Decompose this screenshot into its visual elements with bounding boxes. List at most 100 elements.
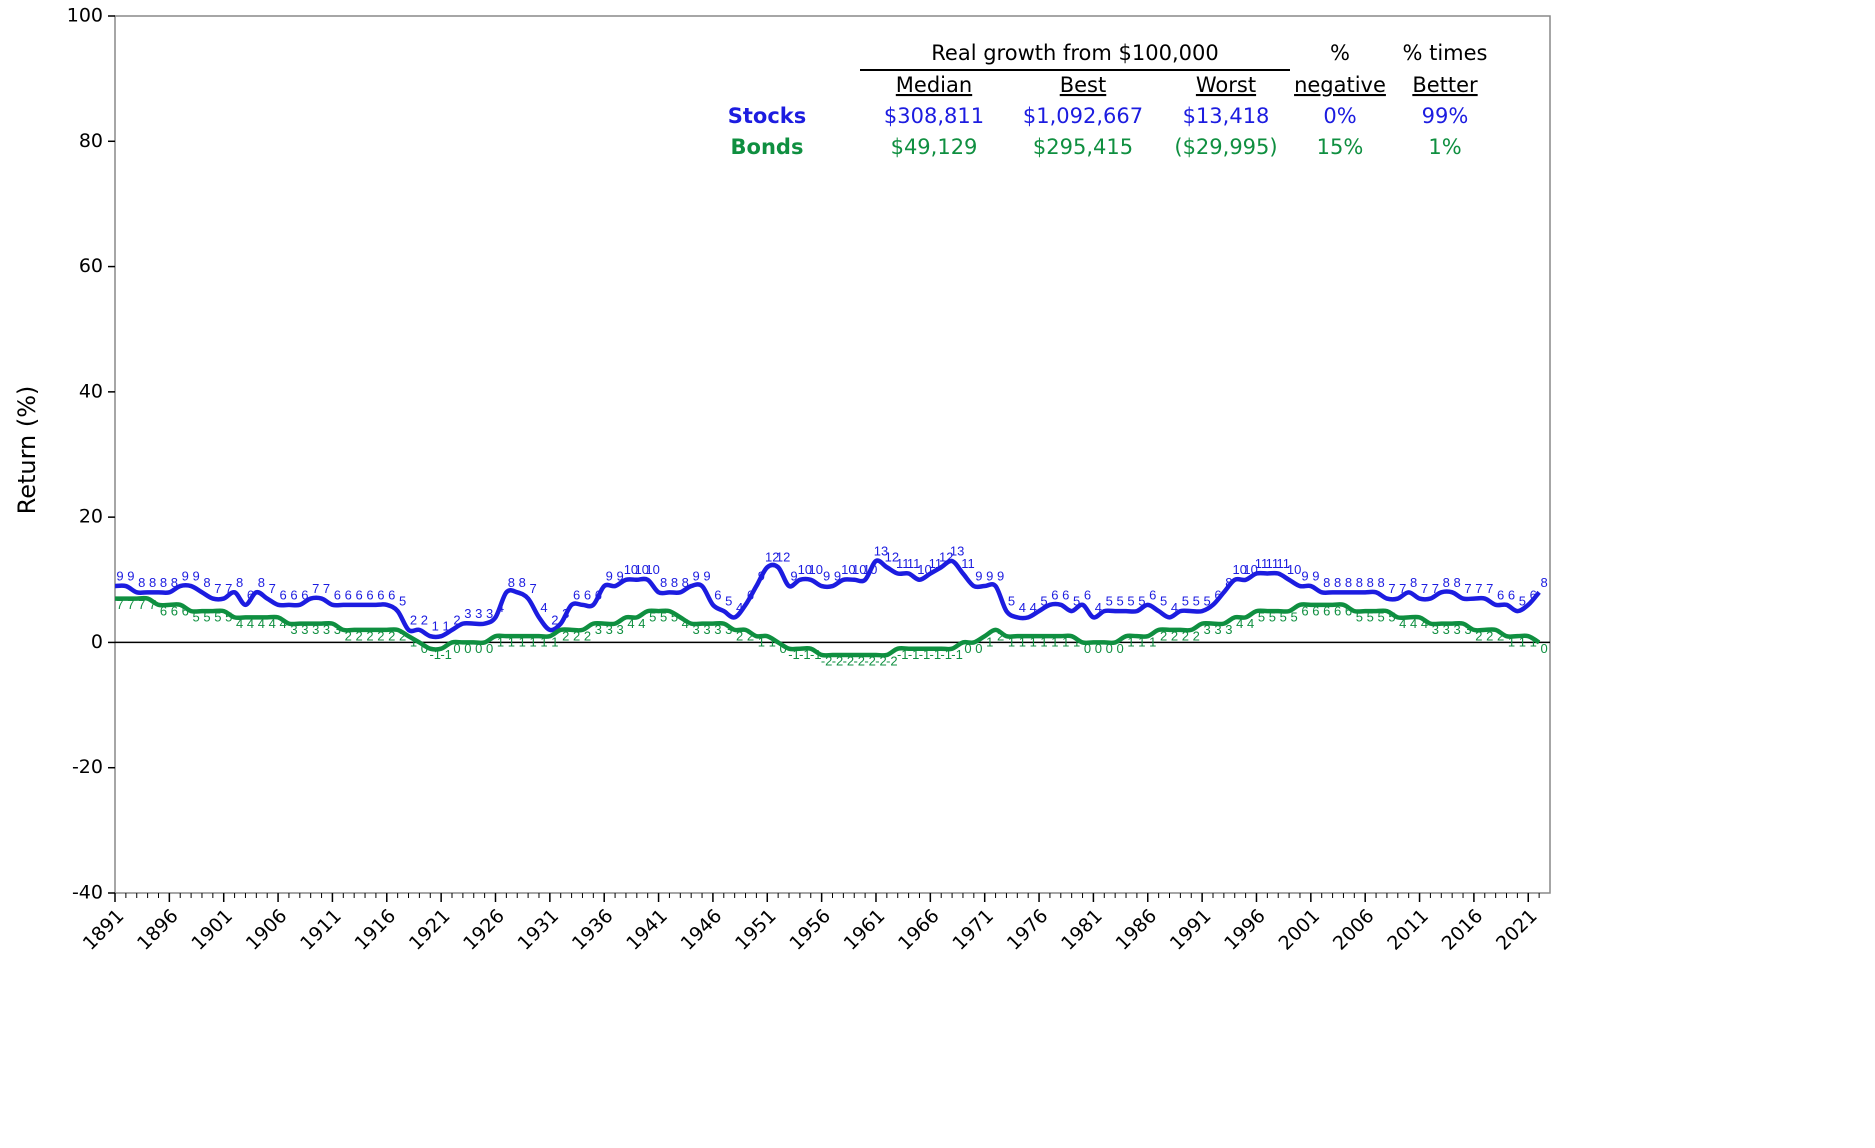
- data-label: 7: [1421, 581, 1428, 596]
- x-tick-label: 1966: [894, 905, 944, 955]
- x-tick-label: 1896: [133, 905, 183, 955]
- data-label: 4: [540, 600, 547, 615]
- data-label: 7: [1432, 581, 1439, 596]
- data-label: 4: [1095, 600, 1102, 615]
- data-label: 9: [986, 568, 993, 583]
- data-label: 2: [584, 628, 591, 643]
- data-label: 4: [682, 616, 689, 631]
- data-label: 1: [508, 635, 515, 650]
- table-group-header: Real growth from $100,000: [931, 41, 1218, 65]
- data-label: 9: [116, 568, 123, 583]
- data-label: 0: [421, 641, 428, 656]
- data-label: 1: [1149, 635, 1156, 650]
- data-label: 5: [1117, 594, 1124, 609]
- data-label: 2: [377, 628, 384, 643]
- data-label: 9: [616, 568, 623, 583]
- data-label: 1: [1062, 635, 1069, 650]
- data-label: 3: [301, 622, 308, 637]
- data-label: 2: [388, 628, 395, 643]
- data-label: 10: [1233, 562, 1247, 577]
- data-label: 6: [1051, 587, 1058, 602]
- data-label: 6: [584, 587, 591, 602]
- data-label: 2: [1182, 628, 1189, 643]
- data-label: 8: [1410, 575, 1417, 590]
- data-label: 8: [236, 575, 243, 590]
- data-label: 8: [1356, 575, 1363, 590]
- data-label: 10: [863, 562, 877, 577]
- x-tick-label: 1921: [405, 905, 455, 955]
- table-column-header: Worst: [1196, 73, 1256, 97]
- data-label: -1: [799, 647, 811, 662]
- data-label: 2: [345, 628, 352, 643]
- data-label: 4: [1421, 616, 1428, 631]
- data-label: -1: [951, 647, 963, 662]
- x-tick-label: 2011: [1383, 905, 1433, 955]
- data-label: 0: [780, 641, 787, 656]
- x-tick-label: 1911: [296, 905, 346, 955]
- data-label: 7: [116, 597, 123, 612]
- data-label: 11: [1276, 556, 1290, 571]
- data-label: 9: [790, 568, 797, 583]
- data-label: 1: [1508, 635, 1515, 650]
- data-label: 2: [399, 628, 406, 643]
- data-label: 2: [573, 628, 580, 643]
- data-label: 8: [1225, 575, 1232, 590]
- data-label: 5: [1127, 594, 1134, 609]
- data-label: 6: [334, 587, 341, 602]
- y-tick-label: -40: [72, 882, 103, 904]
- data-label: 2: [747, 628, 754, 643]
- data-label: 1: [1138, 635, 1145, 650]
- data-label: 5: [399, 594, 406, 609]
- data-label: 6: [1334, 603, 1341, 618]
- data-label: 3: [725, 622, 732, 637]
- data-label: 3: [323, 622, 330, 637]
- data-label: 6: [1323, 603, 1330, 618]
- data-label: 4: [1019, 600, 1026, 615]
- series-line: [114, 595, 1541, 658]
- data-label: 5: [660, 610, 667, 625]
- table-column-header: Median: [896, 73, 972, 97]
- data-label: 6: [279, 587, 286, 602]
- data-label: -1: [440, 647, 452, 662]
- table-cell: ($29,995): [1174, 135, 1277, 159]
- data-label: 7: [1399, 581, 1406, 596]
- x-tick-label: 1941: [622, 905, 672, 955]
- data-label: 5: [1160, 594, 1167, 609]
- data-label: 1: [497, 635, 504, 650]
- data-label: 6: [356, 587, 363, 602]
- data-label: 6: [388, 587, 395, 602]
- data-label: 3: [486, 606, 493, 621]
- data-label: 2: [997, 628, 1004, 643]
- data-label: 1: [432, 619, 439, 634]
- data-label: 0: [486, 641, 493, 656]
- data-label: 4: [1030, 600, 1037, 615]
- data-label: 0: [1106, 641, 1113, 656]
- x-tick-label: 2021: [1492, 905, 1542, 955]
- data-label: 8: [1541, 575, 1548, 590]
- data-label: -1: [897, 647, 909, 662]
- data-label: -2: [864, 653, 876, 668]
- data-label: 3: [1225, 622, 1232, 637]
- data-label: 2: [421, 612, 428, 627]
- series-group: 7 7 7 7 6 6 6 5 5 5 5 4 4 4 4 4 3 3 3 3 3 2 2 2 2 2 2 1 0 -1 -1 0 0 0 0 1 1 1…: [114, 595, 1548, 668]
- y-tick-label: 60: [79, 255, 103, 277]
- data-label: 9: [975, 568, 982, 583]
- data-label: 5: [214, 610, 221, 625]
- data-label: 2: [551, 612, 558, 627]
- data-label: 5: [1182, 594, 1189, 609]
- data-label: 1: [1530, 635, 1537, 650]
- data-label: 6: [1149, 587, 1156, 602]
- data-label: 9: [823, 568, 830, 583]
- data-label: 4: [1410, 616, 1417, 631]
- data-label: 7: [269, 581, 276, 596]
- data-label: 12: [765, 550, 779, 565]
- data-label: 8: [1377, 575, 1384, 590]
- x-tick-label: 1956: [785, 905, 835, 955]
- data-label: 3: [475, 606, 482, 621]
- data-label: 0: [1117, 641, 1124, 656]
- data-label: 7: [225, 581, 232, 596]
- y-tick-label: 80: [79, 130, 103, 152]
- data-label: 3: [1214, 622, 1221, 637]
- x-tick-label: 1946: [677, 905, 727, 955]
- table-cell: 0%: [1323, 104, 1356, 128]
